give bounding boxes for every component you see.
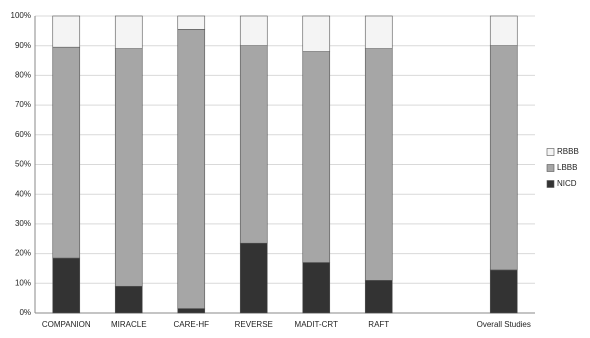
bar-segment [177, 29, 206, 309]
y-tick-label: 30% [15, 219, 31, 228]
y-tick-label: 50% [15, 160, 31, 169]
bar-segment [114, 285, 143, 314]
bar-segment [489, 45, 518, 271]
x-tick-label: COMPANION [42, 320, 91, 329]
bar-segment [114, 48, 143, 287]
y-tick-label: 80% [15, 71, 31, 80]
bar-segment [364, 280, 393, 314]
y-tick-label: 100% [11, 11, 31, 20]
bar-segment [489, 15, 518, 47]
y-tick-label: 10% [15, 278, 31, 287]
y-tick-label: 90% [15, 41, 31, 50]
bar-segment [302, 15, 331, 52]
y-tick-label: 60% [15, 130, 31, 139]
bar-segment [52, 15, 81, 48]
legend-swatch [546, 148, 555, 156]
x-tick-label: MIRACLE [111, 320, 147, 329]
x-tick-label: CARE-HF [173, 320, 209, 329]
x-tick-label: MADIT-CRT [295, 320, 339, 329]
bar-segment [52, 46, 81, 259]
bar-segment [239, 15, 268, 47]
bar-segment [177, 308, 206, 314]
legend-swatch [546, 180, 555, 188]
y-tick-label: 0% [19, 308, 31, 317]
bar-segment [302, 262, 331, 314]
bar-segment [239, 242, 268, 314]
bar-segment [364, 48, 393, 281]
bar-segment [114, 15, 143, 49]
bar-segment [177, 15, 206, 30]
bar-segment [239, 45, 268, 244]
y-tick-label: 40% [15, 189, 31, 198]
bar-segment [489, 269, 518, 314]
legend-swatch [546, 164, 555, 172]
bar-segment [52, 257, 81, 314]
x-tick-label: Overall Studies [477, 320, 531, 329]
bar-segment [302, 51, 331, 263]
x-tick-label: REVERSE [235, 320, 273, 329]
legend-label: LBBB [557, 163, 577, 172]
y-tick-label: 20% [15, 249, 31, 258]
bar-segment [364, 15, 393, 49]
x-tick-label: RAFT [368, 320, 389, 329]
y-tick-label: 70% [15, 100, 31, 109]
legend-label: NICD [557, 179, 577, 188]
legend-label: RBBB [557, 147, 579, 156]
